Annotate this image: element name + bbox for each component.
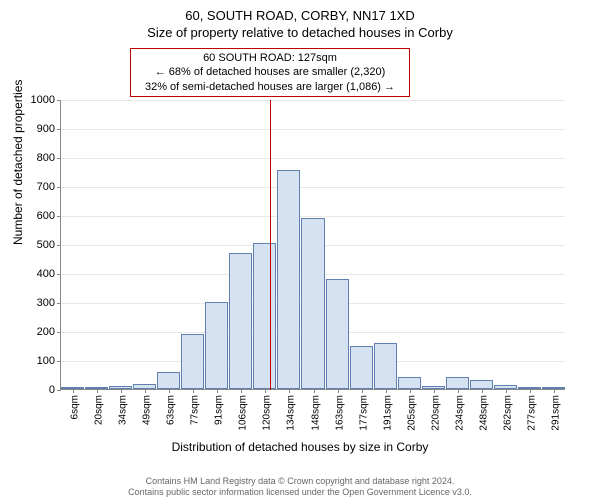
histogram-bar xyxy=(253,243,276,389)
x-tick-label: 49sqm xyxy=(138,395,153,425)
x-tick-mark xyxy=(217,389,218,393)
y-tick-label: 500 xyxy=(37,239,61,251)
grid-line xyxy=(61,158,565,159)
footer-line-1: Contains HM Land Registry data © Crown c… xyxy=(0,476,600,487)
x-tick-label: 220sqm xyxy=(426,395,441,431)
footer-line-2: Contains public sector information licen… xyxy=(0,487,600,498)
x-tick-label: 191sqm xyxy=(378,395,393,431)
x-tick-label: 34sqm xyxy=(114,395,129,425)
x-tick-label: 148sqm xyxy=(306,395,321,431)
histogram-bar xyxy=(398,377,421,389)
x-tick-label: 77sqm xyxy=(186,395,201,425)
annotation-box: 60 SOUTH ROAD: 127sqm ← 68% of detached … xyxy=(130,48,410,97)
y-tick-label: 800 xyxy=(37,152,61,164)
y-tick-label: 0 xyxy=(49,384,61,396)
histogram-bar xyxy=(446,377,469,389)
histogram-bar xyxy=(326,279,349,389)
x-tick-mark xyxy=(554,389,555,393)
x-tick-label: 234sqm xyxy=(450,395,465,431)
y-tick-label: 900 xyxy=(37,123,61,135)
annotation-line-2: ← 68% of detached houses are smaller (2,… xyxy=(137,65,403,79)
x-tick-label: 106sqm xyxy=(234,395,249,431)
x-tick-label: 91sqm xyxy=(210,395,225,425)
histogram-bar xyxy=(205,302,228,389)
histogram-bar xyxy=(229,253,252,389)
x-tick-label: 262sqm xyxy=(498,395,513,431)
x-tick-label: 277sqm xyxy=(522,395,537,431)
x-tick-mark xyxy=(73,389,74,393)
chart-container: 60, SOUTH ROAD, CORBY, NN17 1XD Size of … xyxy=(0,0,600,500)
x-tick-mark xyxy=(97,389,98,393)
x-tick-label: 20sqm xyxy=(90,395,105,425)
x-tick-mark xyxy=(506,389,507,393)
x-tick-label: 291sqm xyxy=(546,395,561,431)
y-tick-label: 300 xyxy=(37,297,61,309)
y-tick-label: 200 xyxy=(37,326,61,338)
x-tick-label: 248sqm xyxy=(474,395,489,431)
histogram-bar xyxy=(181,334,204,389)
grid-line xyxy=(61,100,565,101)
x-tick-label: 177sqm xyxy=(354,395,369,431)
x-tick-mark xyxy=(482,389,483,393)
histogram-bar xyxy=(470,380,493,389)
histogram-bar xyxy=(374,343,397,389)
x-tick-mark xyxy=(145,389,146,393)
x-tick-label: 63sqm xyxy=(162,395,177,425)
histogram-bar xyxy=(277,170,300,389)
x-tick-label: 205sqm xyxy=(402,395,417,431)
reference-line xyxy=(270,100,271,390)
y-tick-label: 100 xyxy=(37,355,61,367)
x-tick-label: 134sqm xyxy=(282,395,297,431)
x-tick-mark xyxy=(265,389,266,393)
x-tick-mark xyxy=(386,389,387,393)
annotation-line-1: 60 SOUTH ROAD: 127sqm xyxy=(137,51,403,65)
y-tick-label: 700 xyxy=(37,181,61,193)
page-title: 60, SOUTH ROAD, CORBY, NN17 1XD xyxy=(0,0,600,23)
grid-line xyxy=(61,129,565,130)
x-tick-mark xyxy=(530,389,531,393)
x-axis-label: Distribution of detached houses by size … xyxy=(0,440,600,454)
x-tick-label: 163sqm xyxy=(330,395,345,431)
y-tick-label: 1000 xyxy=(31,94,61,106)
x-tick-mark xyxy=(314,389,315,393)
x-tick-mark xyxy=(434,389,435,393)
x-tick-mark xyxy=(169,389,170,393)
annotation-line-3: 32% of semi-detached houses are larger (… xyxy=(137,80,403,94)
x-tick-mark xyxy=(193,389,194,393)
x-tick-label: 6sqm xyxy=(66,395,81,419)
histogram-bar xyxy=(157,372,180,389)
x-tick-mark xyxy=(410,389,411,393)
x-tick-mark xyxy=(338,389,339,393)
x-tick-mark xyxy=(362,389,363,393)
histogram-bar xyxy=(350,346,373,390)
x-tick-label: 120sqm xyxy=(258,395,273,431)
grid-line xyxy=(61,187,565,188)
y-tick-label: 400 xyxy=(37,268,61,280)
x-tick-mark xyxy=(241,389,242,393)
plot-area: 010020030040050060070080090010006sqm20sq… xyxy=(60,100,565,390)
page-subtitle: Size of property relative to detached ho… xyxy=(0,23,600,40)
x-tick-mark xyxy=(289,389,290,393)
footer: Contains HM Land Registry data © Crown c… xyxy=(0,476,600,498)
x-tick-mark xyxy=(121,389,122,393)
y-tick-label: 600 xyxy=(37,210,61,222)
grid-line xyxy=(61,216,565,217)
histogram-bar xyxy=(301,218,324,389)
y-axis-label: Number of detached properties xyxy=(11,80,25,245)
x-tick-mark xyxy=(458,389,459,393)
